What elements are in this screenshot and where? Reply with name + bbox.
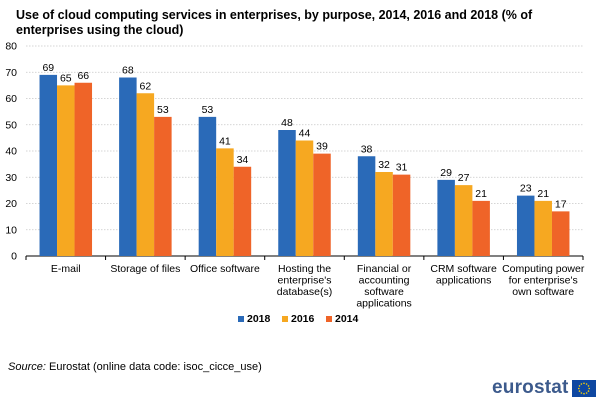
bar bbox=[454, 185, 473, 256]
flag-star bbox=[580, 391, 582, 394]
brand-name: eurostat bbox=[492, 377, 569, 398]
bar bbox=[392, 174, 411, 256]
y-tick-label: 10 bbox=[5, 224, 17, 236]
bar bbox=[278, 130, 296, 256]
y-tick-label: 50 bbox=[5, 119, 17, 131]
bar bbox=[534, 200, 552, 256]
y-tick-label: 40 bbox=[5, 146, 17, 158]
x-tick-label: E-mail bbox=[51, 263, 81, 275]
bar bbox=[74, 82, 93, 256]
data-label: 17 bbox=[555, 198, 567, 210]
data-label: 21 bbox=[475, 188, 487, 200]
x-tick-label: own software bbox=[512, 286, 574, 298]
bar bbox=[551, 211, 570, 256]
bar bbox=[57, 85, 75, 256]
eu-flag-icon bbox=[571, 379, 596, 397]
x-tick-label: for enterprise's bbox=[509, 275, 578, 287]
data-label: 34 bbox=[237, 154, 249, 166]
bar bbox=[198, 116, 217, 256]
data-label: 32 bbox=[378, 159, 390, 171]
bar bbox=[375, 172, 393, 256]
y-tick-label: 80 bbox=[5, 41, 17, 53]
data-label: 39 bbox=[316, 141, 328, 153]
legend-swatch bbox=[238, 316, 244, 322]
y-tick-label: 0 bbox=[11, 251, 17, 263]
flag-star bbox=[580, 382, 582, 385]
data-label: 21 bbox=[537, 188, 549, 200]
bar bbox=[154, 116, 172, 256]
flag-star bbox=[578, 384, 580, 387]
data-label: 66 bbox=[77, 70, 89, 82]
data-label: 29 bbox=[440, 167, 452, 179]
data-label: 41 bbox=[219, 135, 231, 147]
data-label: 31 bbox=[396, 162, 408, 174]
bar bbox=[216, 148, 234, 256]
x-tick-label: enterprise's bbox=[278, 275, 332, 287]
y-tick-label: 60 bbox=[5, 93, 17, 105]
bar bbox=[472, 200, 490, 256]
y-tick-label: 70 bbox=[5, 67, 17, 79]
data-label: 69 bbox=[42, 62, 54, 74]
source-text: Eurostat (online data code: isoc_cicce_u… bbox=[48, 361, 262, 373]
x-tick-label: applications bbox=[356, 298, 411, 310]
legend-swatch bbox=[326, 316, 332, 322]
x-tick-label: accounting bbox=[359, 275, 410, 287]
bar bbox=[437, 179, 455, 256]
data-label: 53 bbox=[202, 104, 214, 116]
data-label: 44 bbox=[299, 128, 311, 140]
bar bbox=[119, 77, 137, 256]
data-label: 68 bbox=[122, 65, 134, 77]
bar bbox=[313, 153, 331, 256]
x-tick-label: software bbox=[364, 286, 404, 298]
x-tick-label: CRM software bbox=[430, 263, 497, 275]
data-label: 65 bbox=[60, 72, 72, 84]
flag-star bbox=[585, 391, 587, 394]
bar bbox=[233, 166, 252, 256]
bar bbox=[516, 195, 535, 256]
flag-star bbox=[582, 392, 585, 394]
data-label: 38 bbox=[361, 143, 373, 155]
bar bbox=[136, 93, 155, 256]
source-label: Source: bbox=[8, 361, 46, 373]
legend-label: 2016 bbox=[291, 313, 315, 325]
flag-star bbox=[578, 389, 580, 392]
eurostat-logo: eurostat bbox=[492, 377, 596, 399]
bar bbox=[39, 74, 58, 256]
x-tick-label: database(s) bbox=[277, 286, 332, 298]
flag-star bbox=[582, 382, 585, 384]
x-tick-label: Financial or bbox=[357, 263, 412, 275]
legend-label: 2018 bbox=[247, 313, 271, 325]
flag-star bbox=[587, 384, 589, 387]
legend-swatch bbox=[282, 316, 288, 322]
x-tick-label: Office software bbox=[190, 263, 260, 275]
bar bbox=[295, 140, 314, 256]
y-tick-label: 20 bbox=[5, 198, 17, 210]
y-tick-label: 30 bbox=[5, 172, 17, 184]
data-label: 53 bbox=[157, 104, 169, 116]
data-label: 62 bbox=[140, 80, 152, 92]
x-tick-label: Hosting the bbox=[278, 263, 331, 275]
x-tick-label: Computing power bbox=[502, 263, 585, 275]
flag-star bbox=[587, 387, 590, 389]
data-label: 27 bbox=[458, 172, 470, 184]
flag-star bbox=[587, 389, 589, 392]
data-label: 23 bbox=[520, 183, 532, 195]
bar-chart: 0 10 20 30 40 50 60 70 80 69 65 66 E-mail 68 62 53 Stora… bbox=[5, 41, 585, 326]
bar bbox=[357, 156, 376, 256]
data-label: 48 bbox=[281, 117, 293, 129]
legend-label: 2014 bbox=[335, 313, 359, 325]
source-note: Source: Eurostat (online data code: isoc… bbox=[8, 361, 262, 373]
flag-star bbox=[585, 382, 587, 385]
x-tick-label: Storage of files bbox=[110, 263, 180, 275]
flag-star bbox=[577, 387, 580, 389]
x-tick-label: applications bbox=[436, 275, 491, 287]
chart-title: Use of cloud computing services in enter… bbox=[16, 8, 533, 37]
